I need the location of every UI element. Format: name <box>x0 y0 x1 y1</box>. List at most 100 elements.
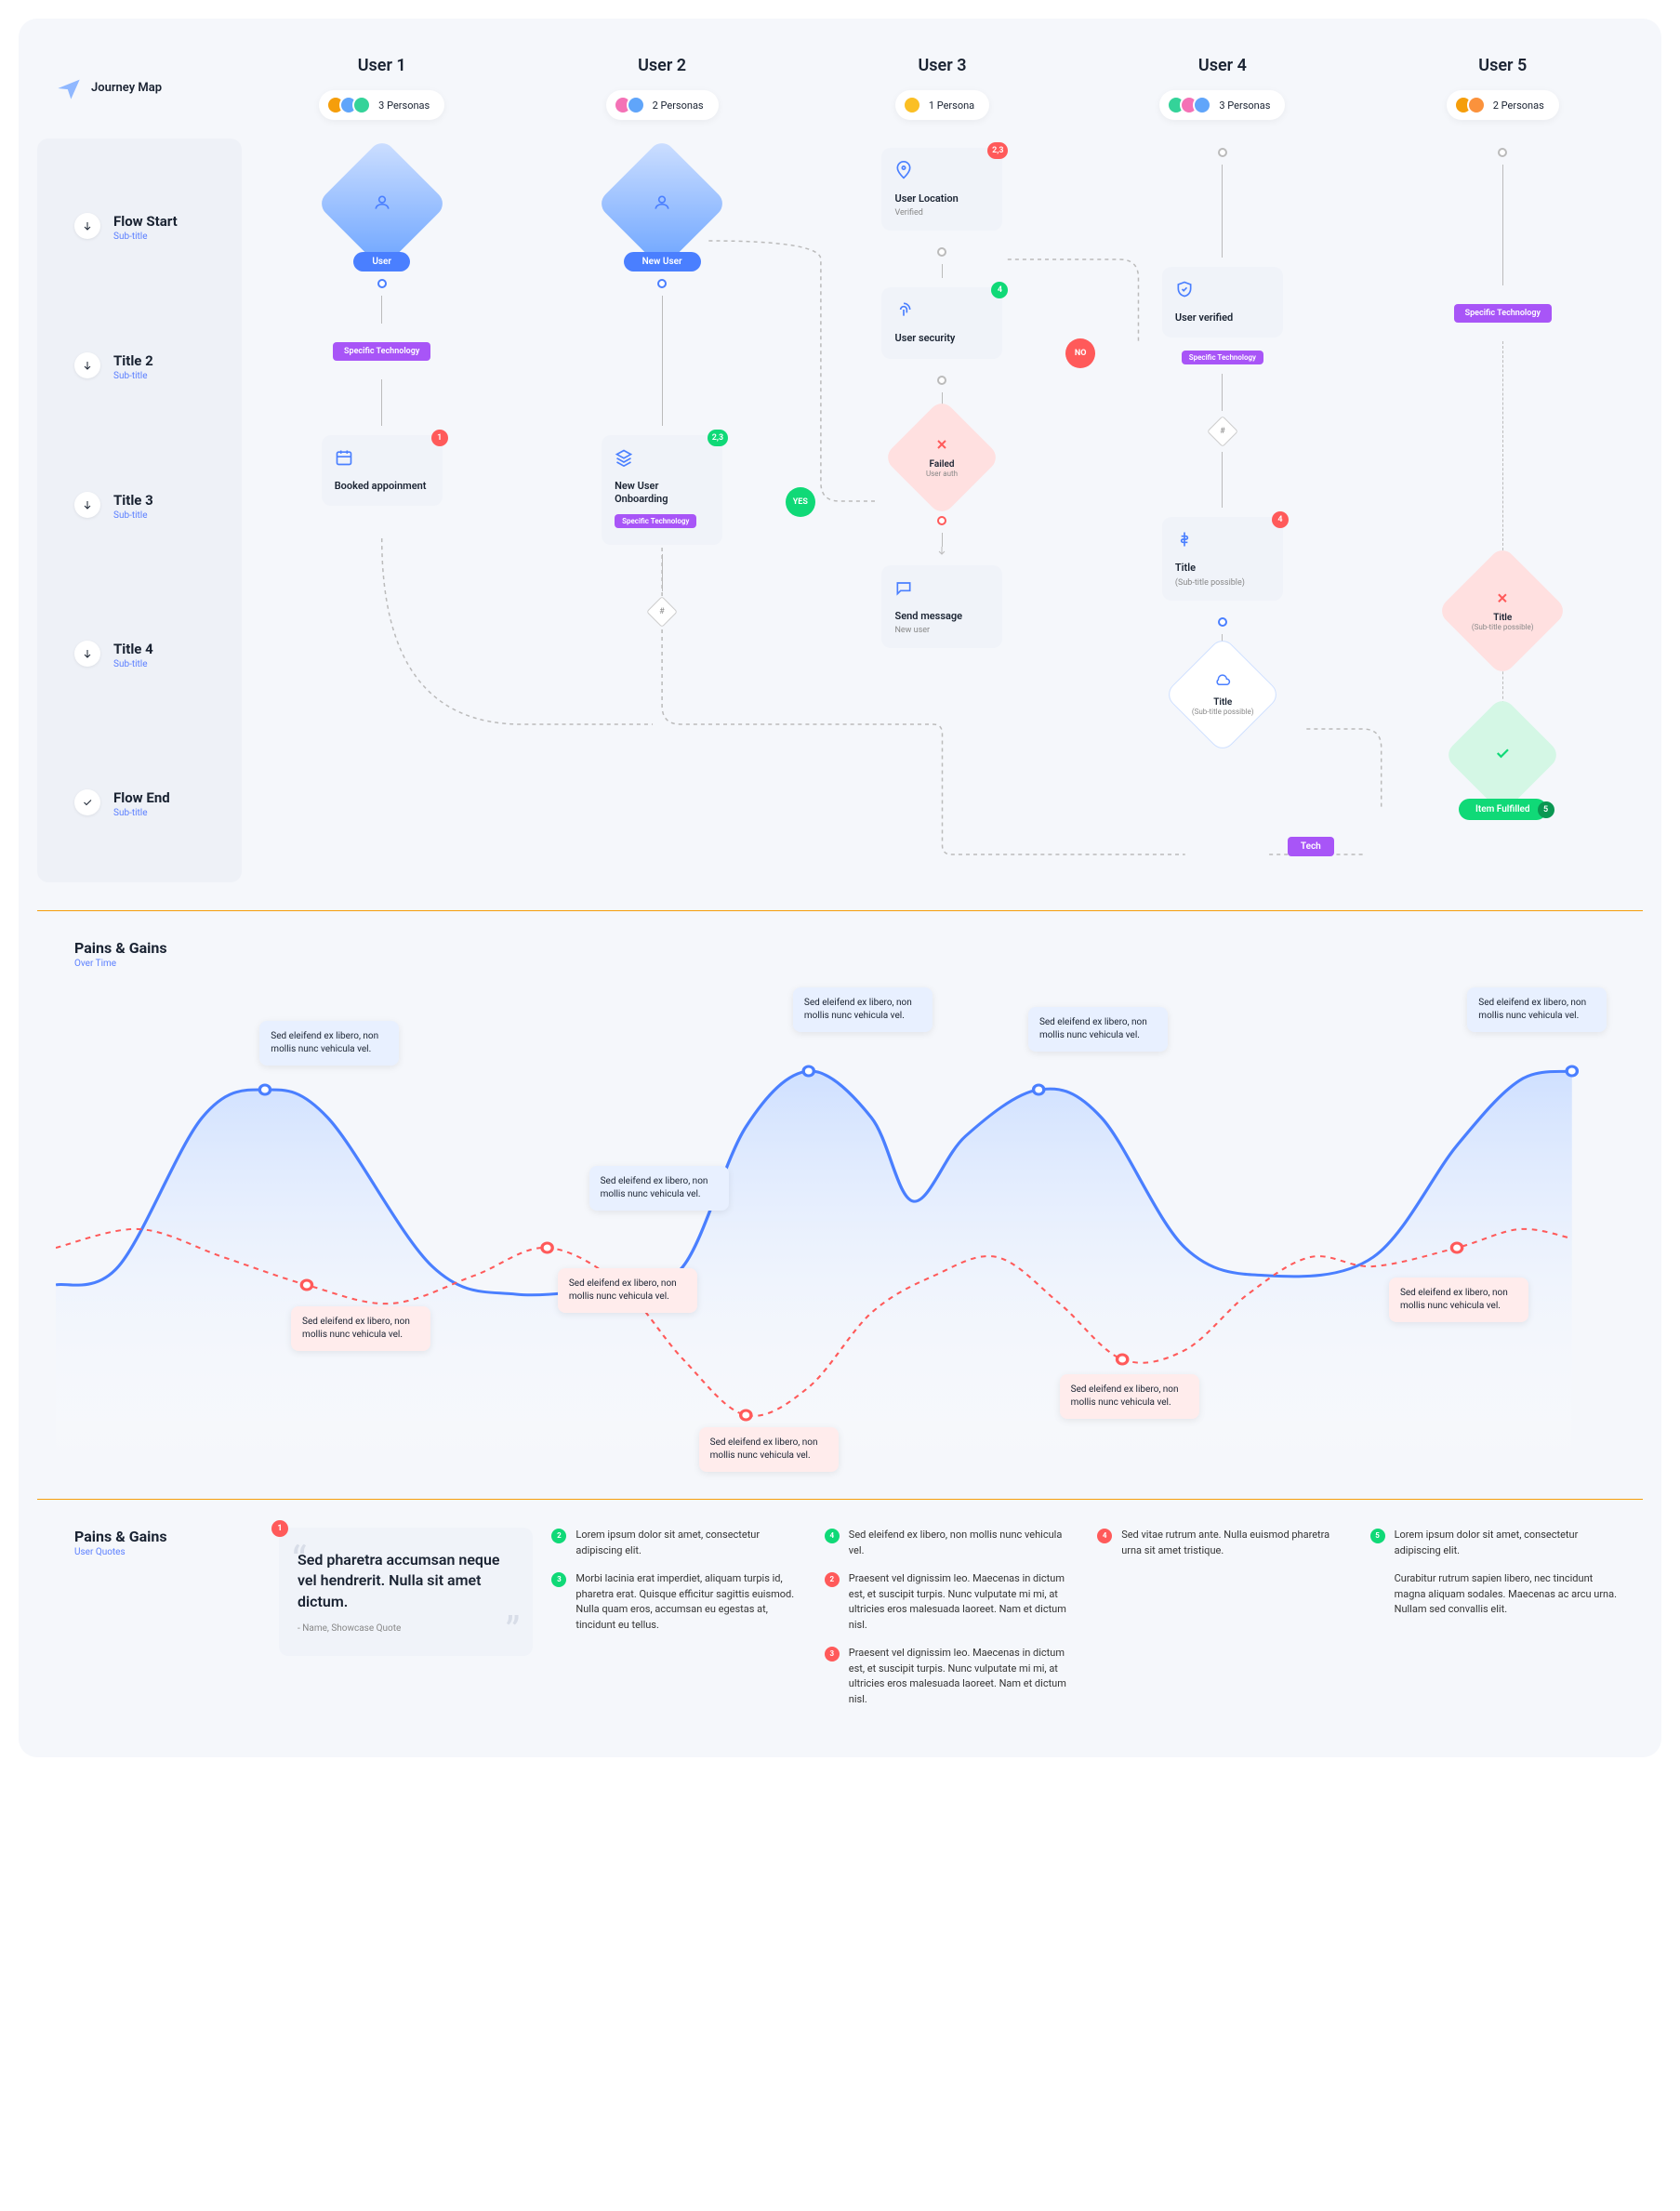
row-label-5: Flow EndSub-title <box>37 752 242 882</box>
check-icon <box>74 789 100 815</box>
location-icon <box>894 161 913 179</box>
user-icon <box>371 192 393 214</box>
chart-header: Pains & Gains Over Time <box>37 939 1643 987</box>
user-icon <box>651 192 673 214</box>
quote-item: 5Lorem ipsum dolor sit amet, consectetur… <box>1370 1528 1624 1558</box>
logo-icon <box>56 75 82 101</box>
arrow-down-icon <box>74 352 100 378</box>
location-card[interactable]: 2,3 User Location Verified <box>881 148 1002 231</box>
x-icon <box>1495 590 1510 605</box>
quote-close-icon: ” <box>506 1608 521 1656</box>
chart-area: Sed eleifend ex libero, non mollis nunc … <box>56 987 1624 1471</box>
main-quote-card: 1 “ Sed pharetra accumsan neque vel hend… <box>279 1528 533 1656</box>
calendar-icon <box>335 448 353 467</box>
chart-tooltip: Sed eleifend ex libero, non mollis nunc … <box>259 1021 399 1066</box>
message-card[interactable]: Send message New user <box>881 565 1002 648</box>
quote-badge: 4 <box>825 1529 840 1543</box>
quote-badge: 3 <box>825 1647 840 1662</box>
yes-badge: YES <box>786 487 815 517</box>
persona-pill[interactable]: 3 Personas <box>1159 90 1285 120</box>
persona-pill[interactable]: 2 Personas <box>606 90 719 120</box>
quote-badge: 2 <box>551 1529 566 1543</box>
layers-icon <box>615 448 633 467</box>
journey-map-frame: Journey Map User 1 3 Personas User 2 2 P… <box>19 19 1661 1757</box>
user-pill: User <box>353 252 410 271</box>
tech-badge: Specific Technology <box>1182 351 1263 364</box>
quote-badge: 4 <box>1097 1529 1112 1543</box>
x-icon <box>934 437 949 452</box>
persona-pill[interactable]: 2 Personas <box>1447 90 1559 120</box>
chart-tooltip: Sed eleifend ex libero, non mollis nunc … <box>1028 1007 1168 1052</box>
header-row: Journey Map User 1 3 Personas User 2 2 P… <box>37 56 1643 120</box>
quote-badge: 2 <box>825 1572 840 1587</box>
chart-tooltip: Sed eleifend ex libero, non mollis nunc … <box>1467 987 1607 1032</box>
quote-col-4: 5Lorem ipsum dolor sit amet, consectetur… <box>1370 1528 1624 1618</box>
quote-col-3: 4Sed vitae rutrum ante. Nulla euismod ph… <box>1097 1528 1351 1558</box>
booked-card[interactable]: 1 Booked appoinment <box>322 435 443 506</box>
tech-badge: Specific Technology <box>333 342 430 361</box>
user-col-1: User 1 3 Personas <box>242 56 522 120</box>
flow-col-3: YES 2,3 User Location Verified 4 User se… <box>802 139 1082 882</box>
fulfilled-pill: Item Fulfilled 5 <box>1459 799 1547 820</box>
dollar-icon <box>1175 530 1194 549</box>
user-col-4: User 4 3 Personas <box>1082 56 1362 120</box>
chart-tooltip: Sed eleifend ex libero, non mollis nunc … <box>291 1306 430 1351</box>
flow-area: User Specific Technology 1 Booked appoin… <box>242 139 1643 882</box>
divider <box>37 910 1643 911</box>
arrow-down-icon <box>74 213 100 239</box>
security-card[interactable]: 4 User security <box>881 287 1002 358</box>
logo-text: Journey Map <box>91 81 162 95</box>
decision-diamond: # <box>1207 416 1238 447</box>
persona-pill[interactable]: 1 Persona <box>895 90 989 120</box>
quote-col-2: 4Sed eleifend ex libero, non mollis nunc… <box>825 1528 1078 1707</box>
quote-item: 4Sed vitae rutrum ante. Nulla euismod ph… <box>1097 1528 1351 1558</box>
chart-tooltip: Sed eleifend ex libero, non mollis nunc … <box>1389 1278 1528 1322</box>
failed-diamond-2[interactable]: Title (Sub-title possible) <box>1456 564 1549 657</box>
user-title: User 1 <box>242 56 522 75</box>
chart-tooltip: Sed eleifend ex libero, non mollis nunc … <box>699 1427 839 1472</box>
fingerprint-icon <box>894 300 913 319</box>
verified-card[interactable]: User verified <box>1162 267 1283 338</box>
message-icon <box>894 578 913 597</box>
flow-col-2: New User 2,3 New User Onboarding Specifi… <box>522 139 801 882</box>
avatar <box>1193 96 1211 114</box>
quote-item: 3Morbi lacinia erat imperdiet, aliquam t… <box>551 1571 805 1633</box>
tech-pill: Tech <box>1288 837 1334 856</box>
quote-item: 4Sed eleifend ex libero, non mollis nunc… <box>825 1528 1078 1558</box>
onboarding-card[interactable]: 2,3 New User Onboarding Specific Technol… <box>602 435 722 545</box>
decision-diamond: # <box>646 596 678 628</box>
avatar <box>627 96 645 114</box>
arrow-down-icon <box>74 641 100 667</box>
cloud-diamond[interactable]: Title (Sub-title possible) <box>1181 653 1264 736</box>
cloud-icon <box>1214 673 1231 690</box>
quote-item: Curabitur rutrum sapien libero, nec tinc… <box>1370 1571 1624 1618</box>
quotes-header: Pains & Gains User Quotes <box>56 1528 260 1720</box>
chart-tooltip: Sed eleifend ex libero, non mollis nunc … <box>589 1166 729 1211</box>
avatar <box>352 96 371 114</box>
avatar <box>1467 96 1486 114</box>
divider <box>37 1499 1643 1500</box>
quotes-grid: Pains & Gains User Quotes 1 “ Sed pharet… <box>37 1528 1643 1720</box>
user-col-3: User 3 1 Persona <box>802 56 1082 120</box>
success-diamond[interactable] <box>1461 713 1544 797</box>
title-card[interactable]: 4 Title (Sub-title possible) <box>1162 517 1283 600</box>
check-icon <box>1494 745 1511 761</box>
row-label-1: Flow StartSub-title <box>37 176 242 315</box>
quote-badge: 5 <box>1370 1529 1385 1543</box>
avatar <box>903 96 921 114</box>
shield-check-icon <box>1175 280 1194 298</box>
tech-badge: Specific Technology <box>1454 304 1552 323</box>
quote-item: 2Praesent vel dignissim leo. Maecenas in… <box>825 1571 1078 1633</box>
row-label-3: Title 3Sub-title <box>37 455 242 603</box>
row-labels: Flow StartSub-title Title 2Sub-title Tit… <box>37 139 242 882</box>
new-user-diamond[interactable] <box>615 157 708 250</box>
user-col-2: User 2 2 Personas <box>522 56 801 120</box>
persona-pill[interactable]: 3 Personas <box>319 90 444 120</box>
failed-diamond[interactable]: Failed User auth <box>900 416 984 499</box>
quote-item: 2Lorem ipsum dolor sit amet, consectetur… <box>551 1528 805 1558</box>
user-diamond[interactable] <box>336 157 429 250</box>
chart-tooltip: Sed eleifend ex libero, non mollis nunc … <box>793 987 933 1032</box>
chart-tooltip: Sed eleifend ex libero, non mollis nunc … <box>1060 1374 1199 1419</box>
flow-col-4: NO User verified Specific Technology # 4… <box>1082 139 1362 882</box>
row-label-2: Title 2Sub-title <box>37 315 242 455</box>
